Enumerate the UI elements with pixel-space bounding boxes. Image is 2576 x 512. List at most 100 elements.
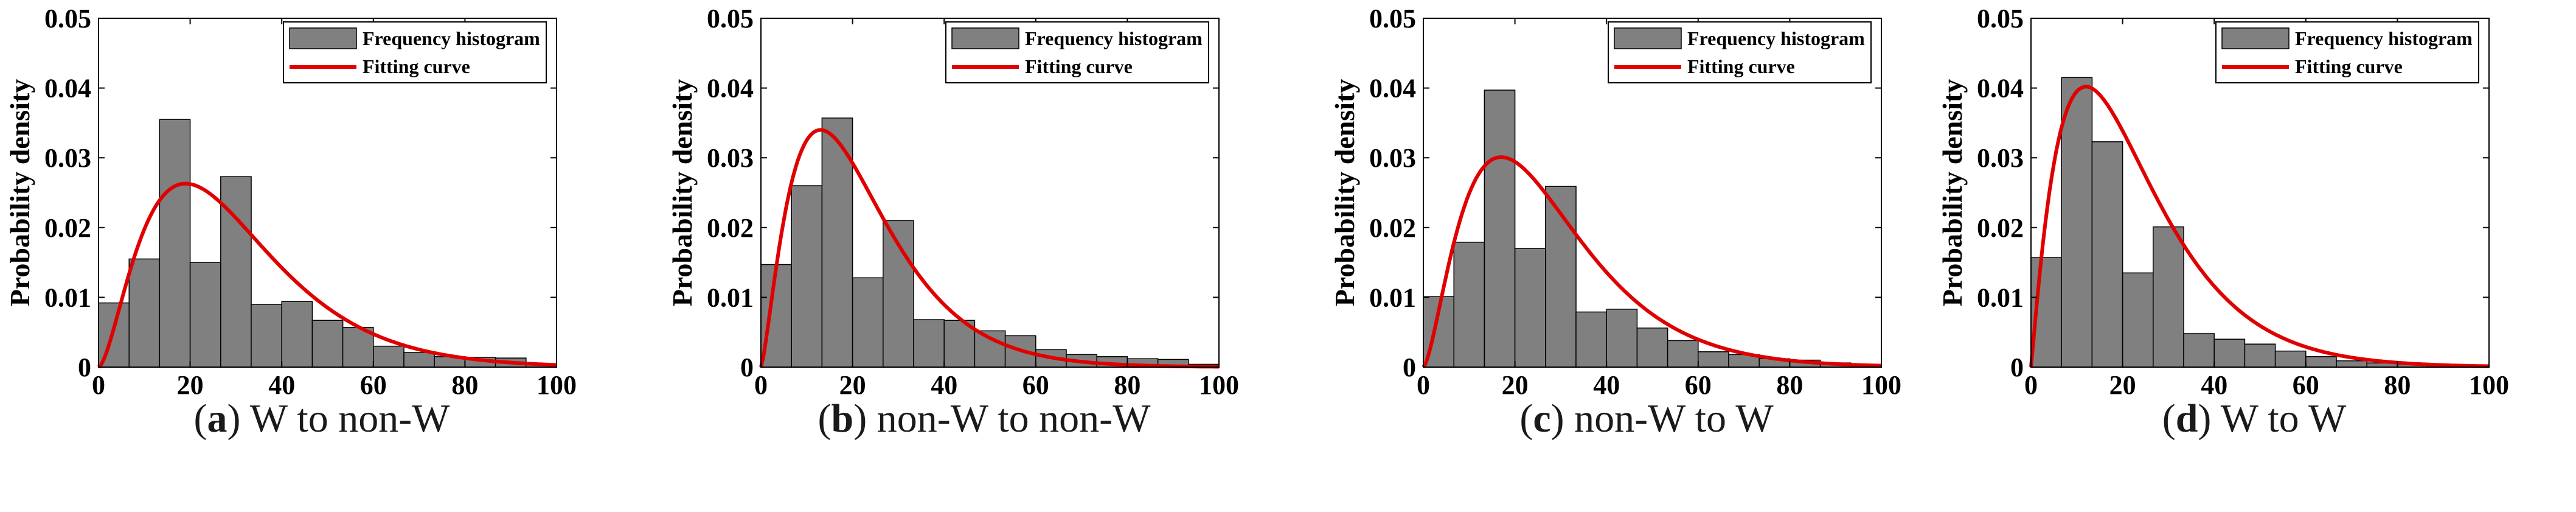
x-tick-label: 20 xyxy=(1502,370,1529,396)
caption-letter: b xyxy=(831,396,854,441)
histogram-bar xyxy=(1636,328,1668,368)
fitting-curve xyxy=(97,181,557,369)
histogram-bar xyxy=(2244,343,2276,368)
caption-letter: c xyxy=(1533,396,1551,441)
histogram-bar xyxy=(2153,226,2184,368)
y-tick-label: 0.05 xyxy=(44,4,91,33)
y-tick-label: 0.04 xyxy=(44,74,91,103)
y-tick-label: 0.04 xyxy=(707,74,754,103)
legend-label-curve: Fitting curve xyxy=(1025,55,1133,77)
y-tick-label: 0.02 xyxy=(1369,213,1416,243)
legend-histogram-swatch xyxy=(289,27,357,49)
x-tick-label: 80 xyxy=(451,370,478,396)
legend-histogram-swatch xyxy=(1614,27,1682,49)
legend-label-curve: Fitting curve xyxy=(2295,55,2403,77)
histogram-bar xyxy=(2213,338,2246,368)
caption-letter: a xyxy=(207,396,227,441)
y-tick-label: 0.01 xyxy=(1977,282,2024,312)
histogram-bar xyxy=(1606,309,1638,368)
caption-text: non-W to W xyxy=(1574,396,1774,441)
histogram-bar xyxy=(159,119,191,368)
x-tick-label: 40 xyxy=(2201,370,2227,396)
y-tick-label: 0.05 xyxy=(1369,4,1416,33)
histogram-bar xyxy=(251,304,282,368)
caption-a: (a) W to non-W xyxy=(193,396,450,441)
y-tick-label: 0.01 xyxy=(1369,282,1416,312)
x-tick-label: 60 xyxy=(360,370,387,396)
y-tick-label: 0 xyxy=(78,352,91,382)
histogram-bar xyxy=(1453,242,1485,368)
histogram-bar xyxy=(1698,351,1729,368)
x-tick-label: 60 xyxy=(1022,370,1049,396)
caption-letter: d xyxy=(2175,396,2198,441)
legend-label-histogram: Frequency histogram xyxy=(1687,27,1865,49)
caption-c: (c) non-W to W xyxy=(1519,396,1774,441)
y-tick-label: 0.04 xyxy=(1369,74,1416,103)
plot-frame xyxy=(98,18,557,368)
x-tick-label: 80 xyxy=(2384,370,2411,396)
x-tick-label: 20 xyxy=(177,370,204,396)
y-tick-label: 0.03 xyxy=(1977,143,2024,173)
x-tick-label: 0 xyxy=(92,370,105,396)
x-tick-label: 40 xyxy=(931,370,957,396)
x-tick-label: 80 xyxy=(1776,370,1803,396)
x-tick-label: 20 xyxy=(2109,370,2136,396)
y-axis-label: Probability density xyxy=(4,79,35,307)
legend-histogram-swatch xyxy=(951,27,1019,49)
y-tick-label: 0.02 xyxy=(1977,213,2024,243)
x-tick-label: 100 xyxy=(536,370,577,396)
caption-text: W to non-W xyxy=(249,396,450,441)
histogram-bar xyxy=(373,345,404,368)
y-tick-label: 0.03 xyxy=(1369,143,1416,173)
histogram-bar xyxy=(2274,350,2307,368)
histogram-bar xyxy=(2183,333,2215,368)
y-tick-label: 0.02 xyxy=(707,213,754,243)
histogram-bar xyxy=(2091,141,2123,368)
histogram-bar xyxy=(852,277,884,368)
fitting-curve xyxy=(2029,85,2490,368)
histogram-bar xyxy=(913,319,945,368)
fitting-curve xyxy=(1422,155,1882,368)
y-tick-label: 0.05 xyxy=(707,4,754,33)
histogram-bar xyxy=(791,185,823,368)
legend-label-curve: Fitting curve xyxy=(363,55,470,77)
caption-d: (d) W to W xyxy=(2162,396,2347,441)
y-tick-label: 0.01 xyxy=(707,282,754,312)
x-tick-label: 100 xyxy=(1861,370,1901,396)
x-tick-label: 0 xyxy=(1417,370,1430,396)
plot-frame xyxy=(760,18,1220,368)
histogram-bar xyxy=(821,117,853,368)
caption-text: non-W to non-W xyxy=(877,396,1151,441)
histogram-bar xyxy=(1667,340,1699,368)
y-tick-label: 0.01 xyxy=(44,282,91,312)
plot-frame xyxy=(1423,18,1882,368)
x-tick-label: 60 xyxy=(2293,370,2319,396)
legend-label-histogram: Frequency histogram xyxy=(2295,27,2473,49)
histogram-bar xyxy=(2061,77,2093,368)
histogram-bar xyxy=(403,352,436,368)
legend-label-histogram: Frequency histogram xyxy=(363,27,540,49)
x-tick-label: 80 xyxy=(1114,370,1140,396)
histogram-bar xyxy=(2305,356,2337,368)
y-tick-label: 0 xyxy=(2010,352,2024,382)
histogram-bar xyxy=(1484,89,1516,368)
y-tick-label: 0 xyxy=(740,352,754,382)
y-tick-label: 0.05 xyxy=(1977,4,2024,33)
histogram-bar xyxy=(281,301,313,368)
x-tick-label: 20 xyxy=(839,370,866,396)
x-tick-label: 40 xyxy=(268,370,295,396)
y-tick-label: 0 xyxy=(1403,352,1416,382)
x-tick-label: 0 xyxy=(754,370,768,396)
y-tick-label: 0.03 xyxy=(707,143,754,173)
histogram-bar xyxy=(311,320,344,368)
y-axis-label: Probability density xyxy=(667,79,698,307)
y-axis-label: Probability density xyxy=(1937,79,1968,307)
x-tick-label: 0 xyxy=(2024,370,2038,396)
